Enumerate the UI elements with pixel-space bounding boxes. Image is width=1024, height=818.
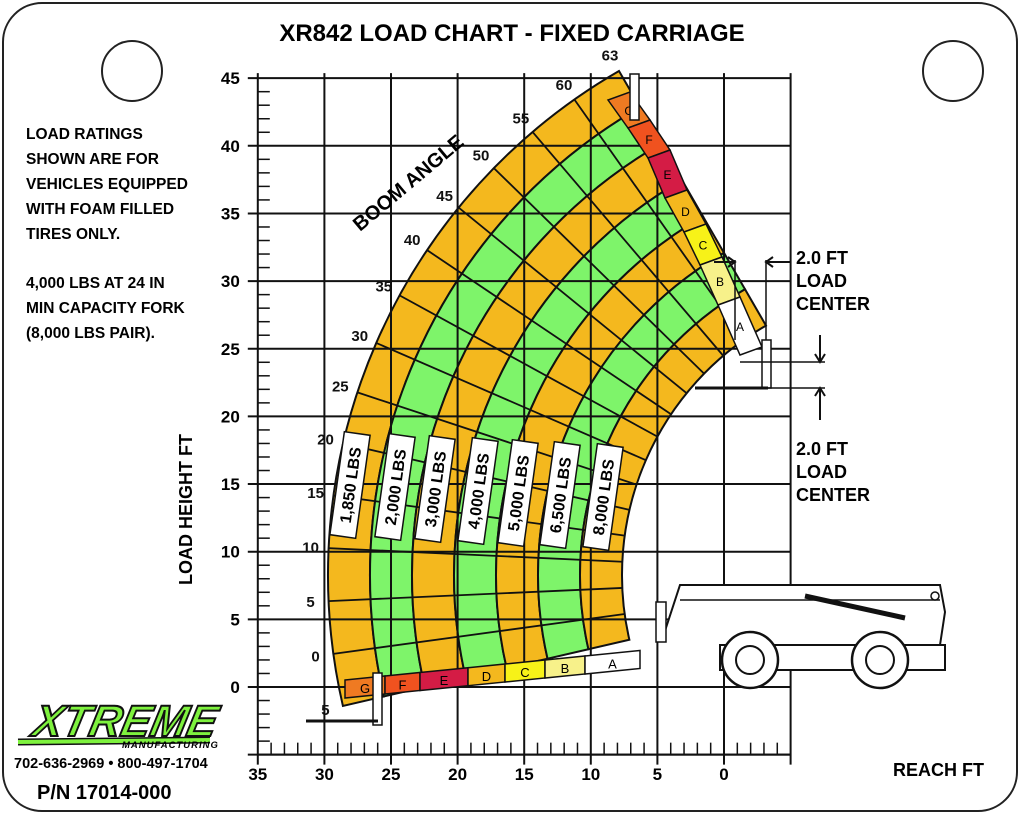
y-tick-label: 40 — [221, 137, 240, 156]
zone-label-top: F — [645, 133, 652, 147]
load-label-box — [582, 442, 624, 552]
note-fork: 4,000 LBS AT 24 IN MIN CAPACITY FORK (8,00… — [26, 275, 185, 342]
y-tick-label: 15 — [221, 475, 240, 494]
boom-angle-line — [333, 613, 625, 655]
boom-angle-line — [458, 206, 688, 394]
boom-angle-line — [399, 294, 658, 438]
boom-angle-value: 35 — [375, 279, 392, 296]
x-tick-label: 25 — [382, 765, 401, 784]
x-tick-label: 15 — [515, 765, 534, 784]
x-tick-label: 5 — [653, 765, 662, 784]
boom-angle-value: 5 — [306, 594, 314, 611]
boom-angle-value: 5 — [321, 702, 329, 719]
boom-angle-value: 50 — [473, 148, 490, 165]
zone-label-top: D — [681, 205, 690, 219]
boom-angle-line — [375, 342, 647, 461]
dimension-arrows — [814, 335, 826, 420]
zone-label-bottom: B — [561, 661, 570, 676]
y-tick-label: 5 — [230, 610, 239, 629]
load-band-label: 4,000 LBS — [457, 436, 499, 546]
zone-label-top: G — [624, 104, 633, 118]
boom-angle-value: 30 — [351, 328, 368, 345]
load-label-box — [414, 434, 456, 544]
y-tick-label: 0 — [230, 678, 239, 697]
zone-label-bottom: A — [608, 656, 617, 671]
boom-angle-line — [328, 587, 623, 603]
boom-angle-value: 20 — [317, 431, 334, 448]
y-tick-label: 35 — [221, 204, 240, 223]
load-center-bottom: 2.0 FT LOAD CENTER — [796, 439, 871, 505]
boom-angle-line — [493, 167, 705, 375]
zone-label-top: C — [699, 239, 708, 253]
xtreme-logo: XTREME — [17, 696, 225, 747]
zone-label-top: E — [663, 168, 671, 182]
zone-label-top: B — [716, 275, 724, 289]
load-label-box — [457, 436, 499, 546]
notes: LOAD RATINGS SHOWN ARE FOR VEHICLES EQUIPP… — [26, 122, 188, 370]
boom-angle-value: 45 — [436, 188, 453, 205]
boom-angle-line — [531, 131, 724, 357]
boom-angle-value: 63 — [602, 47, 619, 64]
zone-label-bottom: F — [399, 677, 407, 692]
fork-top-icon — [629, 73, 640, 121]
load-label-box — [497, 438, 539, 548]
zone-label-bottom: C — [520, 665, 529, 680]
boom-angle-value: 60 — [556, 77, 573, 94]
part-number: P/N 17014-000 — [37, 782, 172, 804]
load-label-box — [374, 432, 416, 542]
boom-angle-line — [426, 249, 672, 415]
x-tick-label: 0 — [719, 765, 728, 784]
wheel-hub — [865, 645, 895, 675]
boom-angle-value: 15 — [307, 485, 324, 502]
x-tick-label: 10 — [581, 765, 600, 784]
boom-angle-value: 55 — [513, 110, 530, 127]
wheel-hub — [735, 645, 765, 675]
boom-angle-value: 40 — [404, 232, 421, 249]
boom-angle-line — [328, 547, 623, 563]
note-tires: LOAD RATINGS SHOWN ARE FOR VEHICLES EQUIPP… — [26, 126, 188, 243]
x-tick-label: 30 — [315, 765, 334, 784]
load-center-top: 2.0 FT LOAD CENTER — [796, 248, 871, 314]
mounting-hole-right — [922, 40, 984, 102]
mounting-hole-left — [101, 40, 163, 102]
load-label-box — [539, 440, 581, 550]
y-tick-label: 20 — [221, 407, 240, 426]
zone-label-bottom: D — [482, 669, 491, 684]
phone-numbers: 702-636-2969 • 800-497-1704 — [14, 756, 208, 772]
logo-subtitle: MANUFACTURING — [122, 740, 219, 751]
fork-bottom-icon — [372, 672, 383, 726]
boom-angle-value: 10 — [302, 539, 319, 556]
y-axis-label: LOAD HEIGHT FT — [176, 434, 196, 585]
fork-right-icon — [761, 339, 772, 389]
zone-label-top: A — [736, 320, 744, 334]
load-band-label: 2,000 LBS — [374, 432, 416, 542]
dimension-arrows — [714, 256, 790, 268]
chart-title: XR842 LOAD CHART - FIXED CARRIAGE — [279, 20, 745, 47]
boom-angle-value: 25 — [332, 379, 349, 396]
zone-label-bottom: E — [440, 673, 449, 688]
y-tick-label: 10 — [221, 543, 240, 562]
carriage-icon — [655, 601, 667, 643]
load-label-box — [329, 430, 371, 540]
y-tick-label: 25 — [221, 340, 240, 359]
hydraulic-cylinder — [804, 593, 906, 621]
y-tick-label: 45 — [221, 69, 240, 88]
zone-label-bottom: G — [360, 681, 370, 696]
x-axis-label: REACH FT — [893, 760, 984, 780]
boom-pivot — [930, 591, 940, 601]
x-tick-label: 20 — [448, 765, 467, 784]
boom-angle-value: 0 — [311, 648, 319, 665]
x-tick-label: 35 — [248, 765, 267, 784]
y-tick-label: 30 — [221, 272, 240, 291]
zone-cell-bottom-A — [584, 649, 641, 675]
